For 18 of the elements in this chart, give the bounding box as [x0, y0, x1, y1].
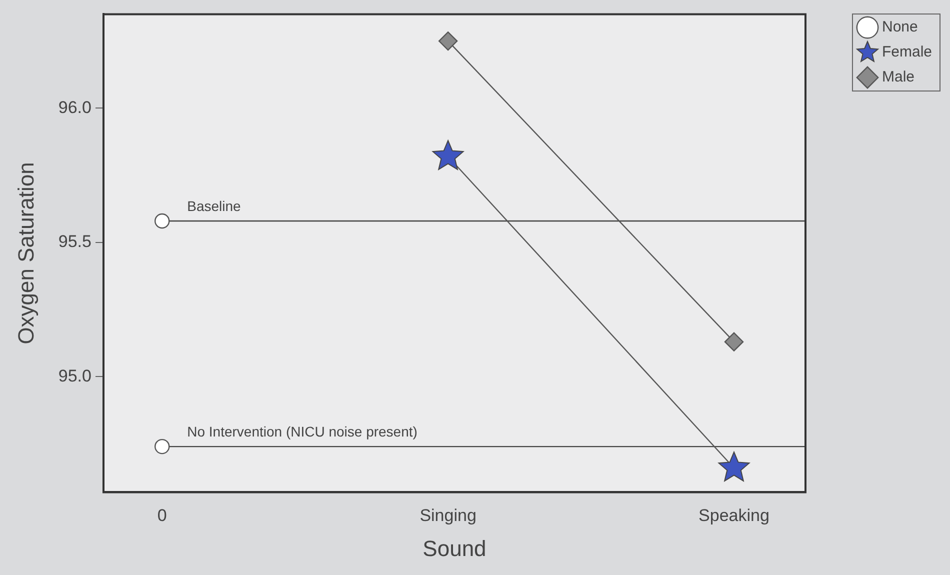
x-tick-label: Speaking [698, 506, 770, 526]
y-tick-label: 95.0 [58, 366, 92, 386]
legend-label: None [882, 18, 918, 36]
point [718, 452, 750, 482]
legend-label: Female [882, 44, 932, 61]
point [438, 31, 458, 51]
y-tick-label: 96.0 [58, 98, 92, 117]
ref-line-label: Baseline [187, 198, 242, 214]
x-tick-label: 0 [157, 506, 167, 526]
legend-label: Male [882, 68, 914, 86]
point [432, 140, 464, 170]
x-axis-title: Sound [422, 536, 486, 561]
y-tick-label: 95.5 [58, 232, 92, 252]
ref-line-label: No Intervention (NICU noise present) [187, 423, 418, 440]
y-axis-title: Oxygen Saturation [13, 162, 38, 344]
point [154, 213, 170, 229]
x-tick-label: Singing [420, 506, 476, 526]
point [724, 332, 744, 352]
